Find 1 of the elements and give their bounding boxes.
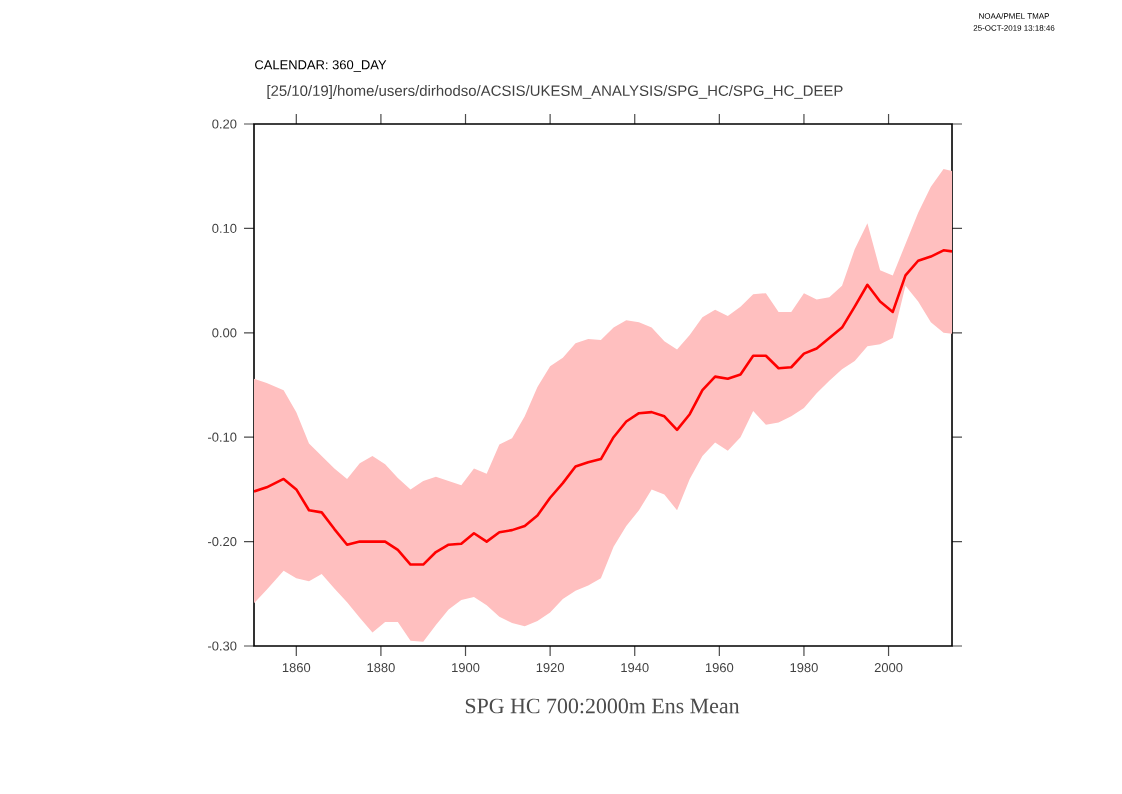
text: SPG HC 700:2000m Ens Mean: [465, 698, 740, 714]
